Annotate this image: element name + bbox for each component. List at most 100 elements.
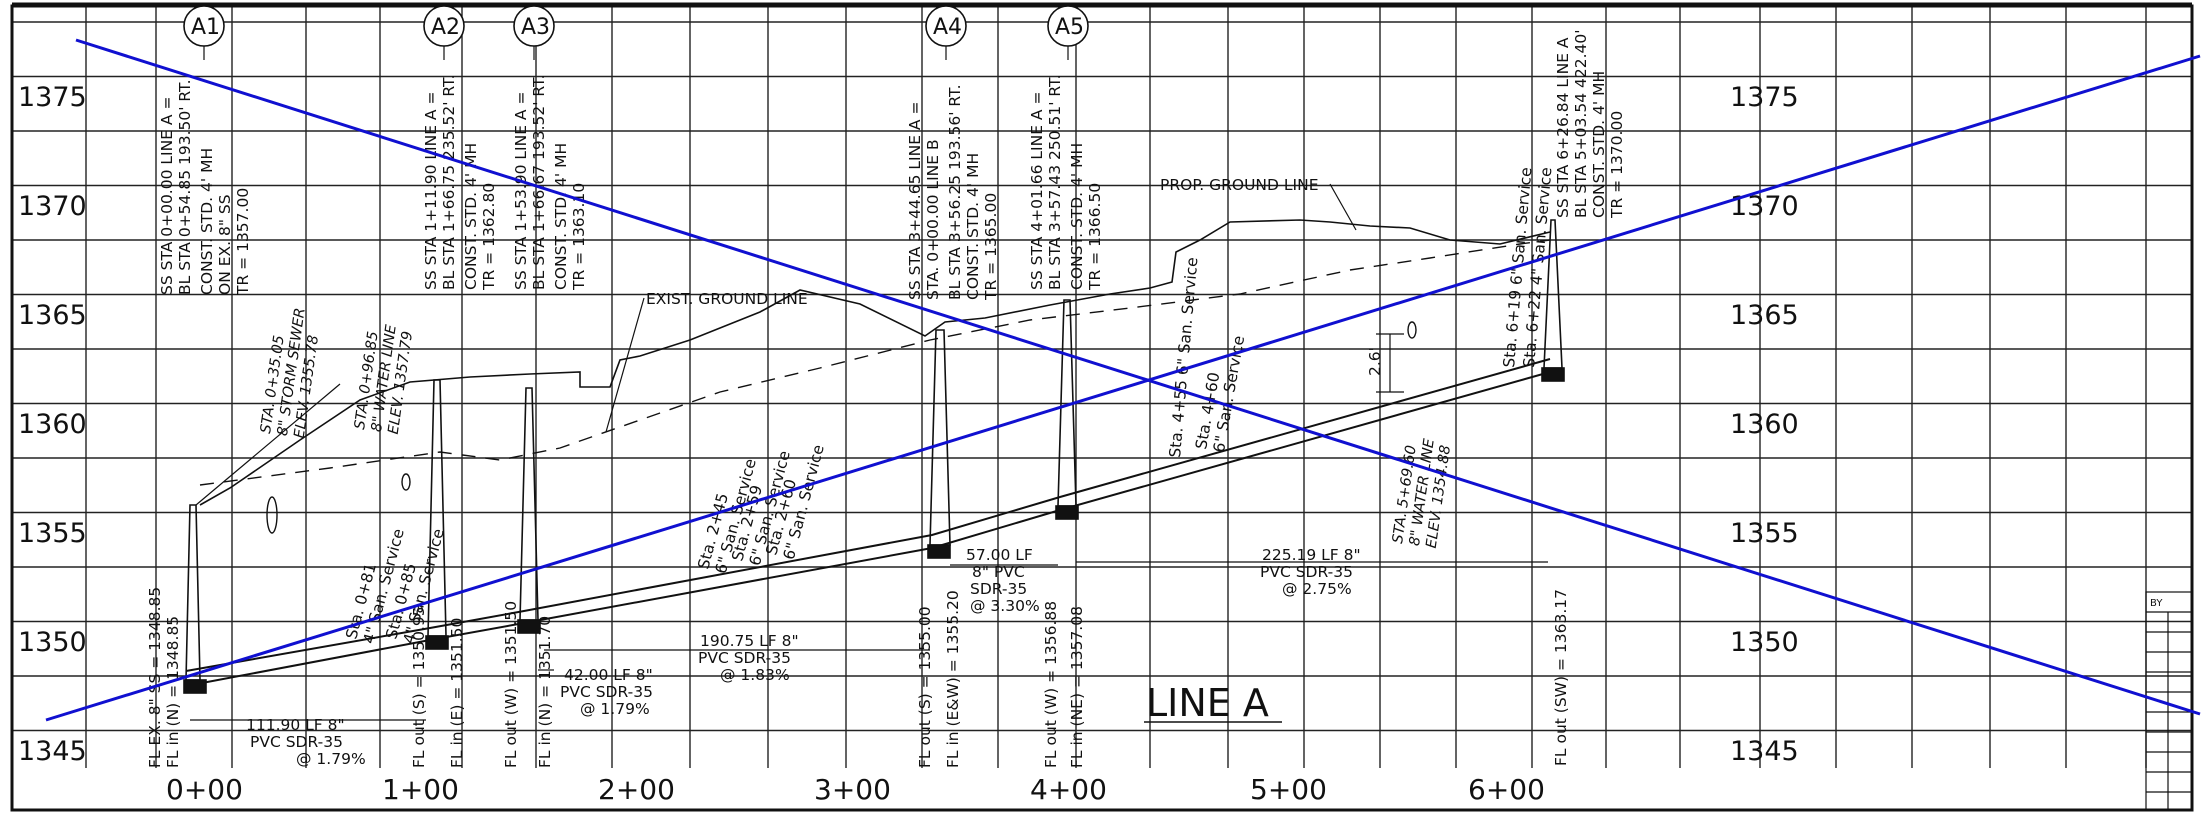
fl-note: FL out (S) = 1350.95 <box>410 606 428 768</box>
right-elevation-labels: 1375 1370 1365 1360 1355 1350 1345 <box>1730 82 1799 767</box>
manhole-tag: A3 <box>521 15 550 40</box>
manhole-a1 <box>185 504 201 681</box>
titleblock-by-label: BY <box>2150 598 2163 609</box>
exist-ground-leader <box>605 297 645 433</box>
manhole-tag: A2 <box>431 15 460 40</box>
mh-note-line: TR = 1366.50 <box>1086 183 1104 291</box>
pipe-note: PVC SDR-35 <box>250 733 343 751</box>
mh-note-line: BL STA 3+57.43 250.51' RT. <box>1046 74 1064 290</box>
elev-label-right: 1375 <box>1730 82 1799 113</box>
pipe-note: SDR-35 <box>970 580 1027 598</box>
fl-note: FL in (NE) = 1357.08 <box>1068 606 1086 768</box>
pipe-note: @ 1.83% <box>720 666 790 684</box>
elev-label-left: 1375 <box>18 82 87 113</box>
mh-note-line: BL STA 5+03.54 422.40' <box>1572 30 1590 218</box>
elev-label-right: 1350 <box>1730 627 1799 658</box>
manhole-tag-circles <box>183 5 1089 47</box>
elev-label-right: 1370 <box>1730 191 1799 222</box>
pipe-note: 225.19 LF 8" <box>1262 546 1361 564</box>
mh-note-line: BL STA 1+66.75 235.52' RT. <box>440 74 458 290</box>
elev-label-left: 1350 <box>18 627 87 658</box>
station-label: 3+00 <box>814 773 891 806</box>
fl-note: FL in (N) = 1348.85 <box>164 616 182 768</box>
mh-note-line: TR = 1362.80 <box>480 183 498 291</box>
exist-ground-line <box>199 219 1551 506</box>
pipe-note: 42.00 LF 8" <box>564 666 653 684</box>
pipe-note: PVC SDR-35 <box>560 683 653 701</box>
manhole-tags: A1 A2 A3 A4 A5 <box>191 15 1084 40</box>
elev-label-right: 1355 <box>1730 518 1799 549</box>
exist-ground-label: EXIST. GROUND LINE <box>646 290 808 308</box>
elev-label-left: 1365 <box>18 300 87 331</box>
mh-note-line: ON EX. 8" SS <box>216 194 234 295</box>
fl-note: FL out (SW) = 1363.17 <box>1552 589 1570 766</box>
elev-label-left: 1345 <box>18 736 87 767</box>
pipe-note: PVC SDR-35 <box>698 649 791 667</box>
elev-label-left: 1360 <box>18 409 87 440</box>
elev-label-right: 1360 <box>1730 409 1799 440</box>
water-line-crossing-symbol <box>401 473 411 491</box>
prop-ground-label: PROP. GROUND LINE <box>1160 176 1318 194</box>
pipe-note: PVC SDR-35 <box>1260 563 1353 581</box>
mh-note-line: SS STA 1+53.90 LINE A = <box>512 92 530 290</box>
mh-note-line: CONST. STD. 4' MH <box>198 148 216 295</box>
mh-note-line: SS STA 1+11.90 LINE A = <box>422 92 440 290</box>
pipe-note: 190.75 LF 8" <box>700 632 799 650</box>
mh-note-line: TR = 1363.10 <box>570 183 588 291</box>
mh-note-line: SS STA 0+00.00 LINE A = <box>158 97 176 295</box>
mh-note-line: CONST. STD. 4' MH <box>964 153 982 300</box>
pipe-note: @ 2.75% <box>1282 580 1352 598</box>
pipe-note: @ 3.30% <box>970 597 1040 615</box>
mh-note-line: STA. 0+00.00 LINE B <box>924 139 942 300</box>
pipe-note: 111.90 LF 8" <box>246 716 345 734</box>
station-label: 4+00 <box>1030 773 1107 806</box>
mh-note-line: BL STA 0+54.85 193.50' RT. <box>176 79 194 295</box>
left-elevation-labels: 1375 1370 1365 1360 1355 1350 1345 <box>18 82 87 767</box>
water-line-crossing-symbol <box>1407 321 1417 339</box>
storm-leader <box>195 383 341 506</box>
manhole-tag: A4 <box>933 15 962 40</box>
cover-dimension-label: 2.6' <box>1366 347 1384 376</box>
pipe-note: 57.00 LF <box>966 546 1033 564</box>
line-a-label: LINE A <box>1146 681 1269 725</box>
mh-note-line: TR = 1357.00 <box>234 188 252 296</box>
pipe-note: @ 1.79% <box>580 700 650 718</box>
elev-label-right: 1365 <box>1730 300 1799 331</box>
station-label: 6+00 <box>1468 773 1545 806</box>
pipe-note: 8" PVC <box>972 563 1025 581</box>
fl-note: FL EX. 8" SS = 1348.85 <box>146 587 164 768</box>
elev-label-left: 1370 <box>18 191 87 222</box>
station-label: 2+00 <box>598 773 675 806</box>
elev-label-left: 1355 <box>18 518 87 549</box>
profile-grid <box>11 6 2193 768</box>
station-label: 5+00 <box>1250 773 1327 806</box>
mh-note-line: SS STA 3+44.65 LINE A = <box>906 102 924 300</box>
fl-note: FL in (E&W) = 1355.20 <box>944 590 962 768</box>
mh-note-line: BL STA 1+66.67 193.52' RT. <box>530 74 548 290</box>
pipe-note: @ 1.79% <box>296 750 366 768</box>
mh-note-line: BL STA 3+56.25 193.56' RT. <box>946 84 964 300</box>
mh-note-line: TR = 1370.00 <box>1608 111 1626 219</box>
manhole-tag: A1 <box>191 15 220 40</box>
profile-border <box>10 4 2194 812</box>
fl-note: FL in (N) = 1351.70 <box>536 616 554 768</box>
prop-ground-line <box>199 239 1551 486</box>
blue-diagonal-line-descending <box>75 38 2201 716</box>
flowline-notes: FL EX. 8" SS = 1348.85 FL in (N) = 1348.… <box>146 587 1570 768</box>
mh-note-line: CONST. STD. 4' MH <box>462 143 480 290</box>
mh-note-line: TR = 1365.00 <box>982 193 1000 301</box>
station-label: 1+00 <box>382 773 459 806</box>
sewer-pipe <box>185 358 1551 687</box>
fl-note: FL out (W) = 1356.88 <box>1042 601 1060 768</box>
titleblock <box>2145 591 2193 811</box>
manhole-notes: SS STA 0+00.00 LINE A = BL STA 0+54.85 1… <box>158 30 1626 301</box>
station-labels: 0+00 1+00 2+00 3+00 4+00 5+00 6+00 <box>166 773 1545 806</box>
mh-note-line: CONST. STD. 4' MH <box>552 143 570 290</box>
prop-ground-leader <box>1329 183 1357 231</box>
manhole-tag: A5 <box>1055 15 1084 40</box>
pipe-notes: 111.90 LF 8" PVC SDR-35 @ 1.79% 42.00 LF… <box>190 546 1548 768</box>
blue-diagonal-line-ascending <box>45 54 2201 722</box>
mh-note-line: CONST. STD. 4' MH <box>1590 71 1608 218</box>
fl-note: FL in (E) = 1351.50 <box>448 618 466 768</box>
